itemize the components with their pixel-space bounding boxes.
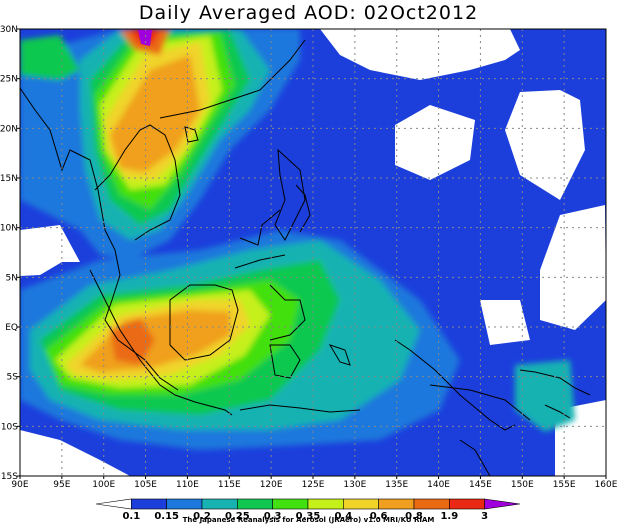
x-tick-label: 145E — [469, 480, 492, 490]
y-tick-label: 20N — [0, 124, 18, 134]
colorbar-swatch — [413, 498, 450, 510]
x-tick-label: 160E — [595, 480, 617, 490]
y-tick-label: 5N — [6, 273, 18, 283]
x-tick-label: 115E — [218, 480, 241, 490]
colorbar-label: 1.9 — [440, 511, 458, 522]
y-tick-label: 25N — [0, 75, 18, 85]
gridlines — [20, 29, 606, 476]
colorbar-swatch — [307, 498, 344, 510]
map-title: Daily Averaged AOD: 02Oct2012 — [138, 2, 479, 24]
x-tick-label: 100E — [92, 480, 115, 490]
colorbar-swatch — [378, 498, 415, 510]
colorbar-label: 3 — [481, 511, 488, 522]
low-aod-areas — [20, 29, 606, 476]
colorbar-label: 0.8 — [405, 511, 423, 522]
y-tick-label: 10S — [1, 422, 18, 432]
colorbar-swatch — [272, 498, 309, 510]
x-tick-label: 135E — [385, 480, 408, 490]
x-tick-label: 95E — [53, 480, 70, 490]
colorbar-swatch — [484, 498, 521, 510]
colorbar-swatch — [95, 498, 132, 510]
colorbar-swatch — [201, 498, 238, 510]
colorbar: 0.1 0.15 0.2 0.25 0.3 0.35 0.4 0.6 0.8 1.9 3 — [95, 498, 521, 522]
colorbar-swatch — [449, 498, 485, 510]
y-tick-label: 10N — [0, 224, 18, 234]
x-tick-label: 120E — [260, 480, 283, 490]
x-tick-label: 150E — [511, 480, 534, 490]
colorbar-label: 0.35 — [296, 511, 321, 522]
colorbar-swatch — [343, 498, 379, 510]
x-tick-label: 110E — [176, 480, 199, 490]
latitude-ticks: 30N 25N 20N 15N 10N 5N EQ 5S 10S 15S — [0, 25, 20, 482]
colorbar-label: 0.15 — [154, 511, 179, 522]
colorbar-label: 0.6 — [370, 511, 388, 522]
colorbar-swatch — [237, 498, 273, 510]
x-tick-label: 90E — [11, 480, 28, 490]
y-tick-label: 30N — [0, 25, 18, 35]
x-tick-label: 105E — [134, 480, 157, 490]
colorbar-label: 0.2 — [193, 511, 211, 522]
max-aod-spot — [138, 30, 152, 46]
longitude-ticks: 90E 95E 100E 105E 110E 115E 120E 125E 130E 135E 14… — [11, 476, 617, 490]
colorbar-label: 0.25 — [225, 511, 250, 522]
aod-field — [20, 29, 606, 476]
colorbar-label: 0.4 — [334, 511, 352, 522]
y-tick-label: 15S — [1, 472, 18, 482]
colorbar-swatch — [131, 498, 167, 510]
y-tick-label: 15N — [0, 174, 18, 184]
colorbar-label: 0.3 — [264, 511, 282, 522]
x-tick-label: 155E — [553, 480, 576, 490]
coastlines — [20, 39, 591, 476]
y-tick-label: EQ — [5, 323, 18, 333]
colorbar-label: 0.1 — [122, 511, 140, 522]
x-tick-label: 125E — [302, 480, 325, 490]
x-tick-label: 140E — [427, 480, 450, 490]
x-tick-label: 130E — [343, 480, 366, 490]
data-credit: The Japanese Reanalysis for Aerosol (JRA… — [182, 516, 435, 524]
y-tick-label: 5S — [7, 373, 19, 383]
colorbar-swatch — [166, 498, 203, 510]
